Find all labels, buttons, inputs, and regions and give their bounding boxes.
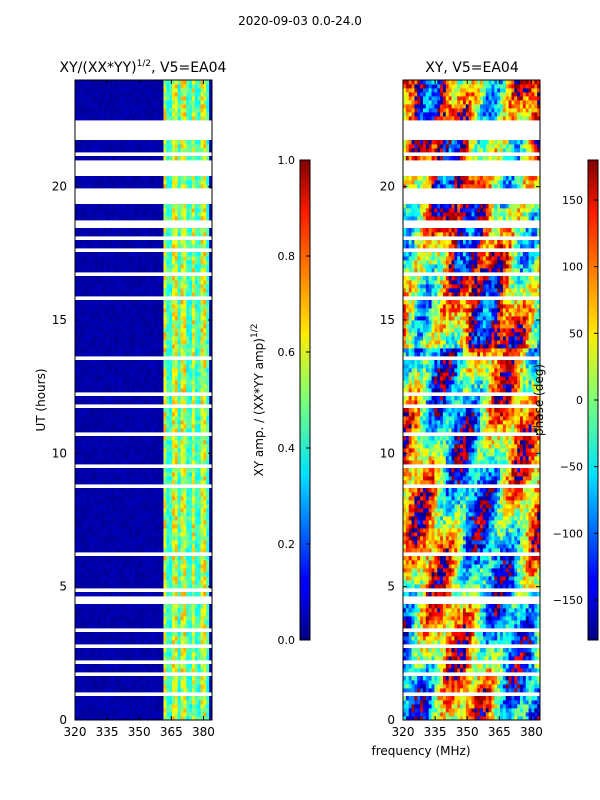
phase-colorbar-tick-label: 150 <box>562 194 583 207</box>
phase-y-tick-label: 15 <box>380 313 395 327</box>
phase-y-tick-label: 5 <box>387 580 395 594</box>
amplitude-colorbar-label: XY amp. / (XX*YY amp)1/2 <box>250 324 266 477</box>
amplitude-x-tick-label: 350 <box>128 725 151 739</box>
amplitude-x-tick-label: 335 <box>96 725 119 739</box>
amplitude-title-suffix: , V5=EA04 <box>151 60 226 76</box>
phase-colorbar-tick-label: 100 <box>562 261 583 274</box>
phase-colorbar-tick-label: 0 <box>576 394 583 407</box>
amplitude-colorbar-tick-label: 0.6 <box>278 346 296 359</box>
phase-x-tick-label: 335 <box>424 725 447 739</box>
phase-heatmap-title: XY, V5=EA04 <box>425 60 519 76</box>
amplitude-heatmap-frame <box>74 79 213 721</box>
phase-x-tick-label: 350 <box>456 725 479 739</box>
amplitude-x-tick-label: 320 <box>64 725 87 739</box>
phase-heatmap-panel: XY, V5=EA04 320 335 350 365 380 0 5 10 15 20 <box>380 60 543 739</box>
amplitude-heatmap-panel: XY/(XX*YY)1/2, V5=EA04 320 335 350 365 380 0… <box>34 59 227 739</box>
phase-colorbar-tick-label: −150 <box>553 594 583 607</box>
phase-colorbar-ticks: 150 100 50 0 −50 −100 −150 <box>553 194 598 607</box>
amplitude-x-tick-label: 365 <box>160 725 183 739</box>
phase-y-tick-label: 20 <box>380 180 395 194</box>
amplitude-colorbar-label-main: XY amp. / (XX*YY amp) <box>252 338 266 476</box>
amplitude-x-tick-label: 380 <box>192 725 215 739</box>
phase-colorbar-tick-label: −100 <box>553 527 583 540</box>
x-axis-label: frequency (MHz) <box>371 744 470 758</box>
amplitude-y-axis-label: UT (hours) <box>34 368 48 431</box>
phase-x-ticks: 320 335 350 365 380 <box>392 80 543 739</box>
amplitude-heatmap-title: XY/(XX*YY)1/2, V5=EA04 <box>60 59 227 76</box>
amplitude-y-tick-label: 5 <box>59 580 67 594</box>
amplitude-y-ticks: 0 5 10 15 20 <box>52 180 212 727</box>
amplitude-y-tick-label: 15 <box>52 313 67 327</box>
amplitude-colorbar-label-exponent: 1/2 <box>250 324 260 338</box>
phase-y-tick-label: 10 <box>380 446 395 460</box>
amplitude-y-tick-label: 20 <box>52 180 67 194</box>
amplitude-colorbar-tick-label: 0.4 <box>278 442 296 455</box>
phase-x-tick-label: 320 <box>392 725 415 739</box>
phase-y-ticks: 0 5 10 15 20 <box>380 180 540 727</box>
phase-colorbar-tick-label: 50 <box>569 327 583 340</box>
amplitude-colorbar-tick-label: 1.0 <box>278 154 296 167</box>
amplitude-y-tick-label: 10 <box>52 446 67 460</box>
amplitude-colorbar-tick-label: 0.8 <box>278 250 296 263</box>
phase-y-tick-label: 0 <box>387 713 395 727</box>
amplitude-colorbar-tick-label: 0.0 <box>278 634 296 647</box>
amplitude-colorbar-tick-label: 0.2 <box>278 538 296 551</box>
amplitude-colorbar-ticks: 0.0 0.2 0.4 0.6 0.8 1.0 <box>278 154 310 647</box>
amplitude-heatmap-image <box>75 80 213 721</box>
figure-suptitle: 2020-09-03 0.0-24.0 <box>238 14 362 28</box>
phase-heatmap-image <box>403 80 541 721</box>
phase-x-tick-label: 380 <box>520 725 543 739</box>
amplitude-x-ticks: 320 335 350 365 380 <box>64 80 215 739</box>
phase-colorbar-label: phase (deg) <box>532 364 546 436</box>
amplitude-colorbar-gradient <box>299 159 311 641</box>
amplitude-title-exponent: 1/2 <box>137 59 151 69</box>
phase-heatmap-frame <box>402 79 541 721</box>
amplitude-title-main: XY/(XX*YY) <box>60 60 137 76</box>
phase-colorbar-tick-label: −50 <box>560 461 583 474</box>
amplitude-y-tick-label: 0 <box>59 713 67 727</box>
phase-x-tick-label: 365 <box>488 725 511 739</box>
amplitude-colorbar: 0.0 0.2 0.4 0.6 0.8 1.0 XY amp. / (XX*YY amp)… <box>250 154 311 647</box>
phase-colorbar: 150 100 50 0 −50 −100 −150 phase (deg) <box>532 159 599 641</box>
